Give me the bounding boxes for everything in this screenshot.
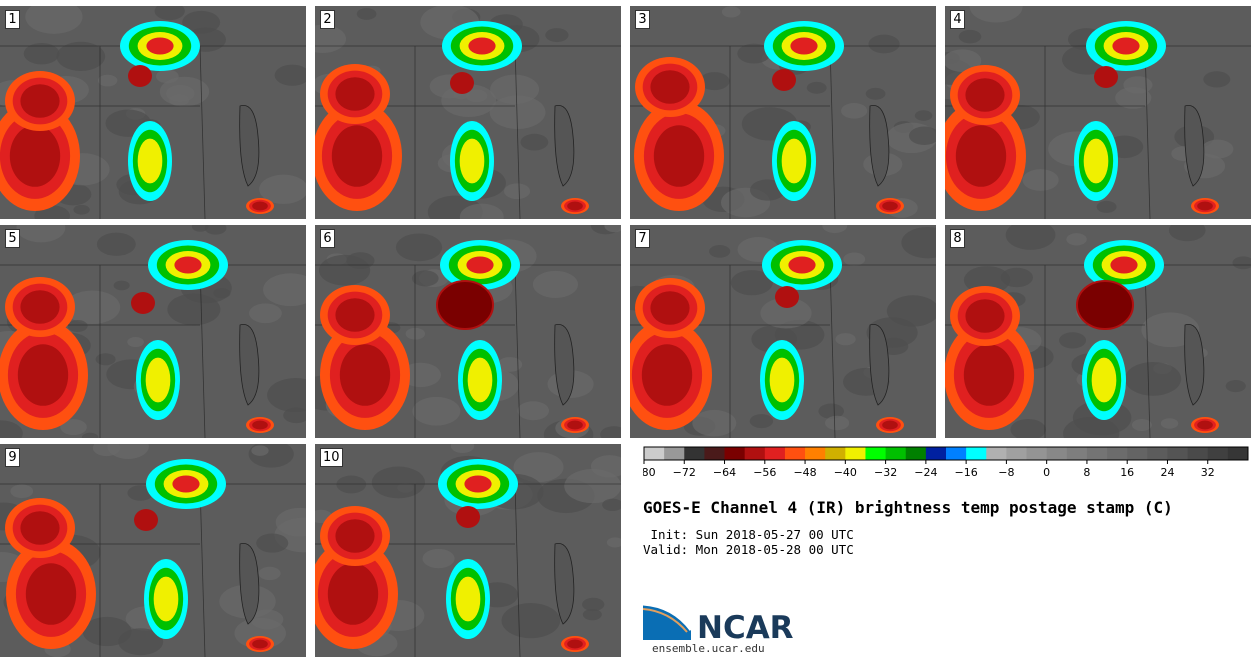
ir-map-image <box>945 225 1251 438</box>
figure-title: GOES-E Channel 4 (IR) brightness temp po… <box>643 498 1173 517</box>
colorbar-segment <box>885 447 907 460</box>
ir-map-image <box>630 225 936 438</box>
stamp-panel-7: 7 <box>630 225 936 438</box>
stamp-panel-10: 10 <box>315 444 621 657</box>
init-time: Init: Sun 2018-05-27 00 UTC <box>643 527 854 542</box>
panel-number: 8 <box>950 229 965 248</box>
colorbar-tick-label: −24 <box>914 466 937 479</box>
panel-number: 6 <box>320 229 335 248</box>
colorbar-tick-label: 24 <box>1160 466 1174 479</box>
colorbar-segment <box>966 447 987 460</box>
colorbar-segment <box>1107 447 1128 460</box>
colorbar-segment <box>925 447 947 460</box>
colorbar-segment <box>744 447 766 460</box>
colorbar-segment <box>1066 447 1088 460</box>
ir-map-image <box>315 444 621 657</box>
colorbar-segment <box>724 447 746 460</box>
stamp-panel-2: 2 <box>315 6 621 219</box>
panel-number: 4 <box>950 10 965 29</box>
site-url: ensemble.ucar.edu <box>652 642 765 655</box>
colorbar-segment <box>1167 447 1188 460</box>
panel-number: 2 <box>320 10 335 29</box>
ncar-logo-text: NCAR <box>697 610 794 646</box>
colorbar-segment <box>644 447 665 460</box>
colorbar-tick-label: 8 <box>1083 466 1090 479</box>
stamp-panel-3: 3 <box>630 6 936 219</box>
ir-map-image <box>0 444 306 657</box>
colorbar-tick-label: −80 <box>643 466 656 479</box>
ir-map-image <box>315 225 621 438</box>
valid-time: Valid: Mon 2018-05-28 00 UTC <box>643 542 854 557</box>
colorbar-segment <box>1127 447 1148 460</box>
colorbar-segment <box>1147 447 1168 460</box>
colorbar-tick-label: −8 <box>998 466 1014 479</box>
stamp-panel-6: 6 <box>315 225 621 438</box>
stamp-panel-9: 9 <box>0 444 306 657</box>
colorbar-segment <box>1086 447 1108 460</box>
colorbar-tick-label: 32 <box>1201 466 1215 479</box>
colorbar-tick-label: −56 <box>753 466 776 479</box>
colorbar-tick-label: 0 <box>1043 466 1050 479</box>
stamp-panel-1: 1 <box>0 6 306 219</box>
colorbar-tick-label: −16 <box>955 466 978 479</box>
colorbar-segment <box>684 447 705 460</box>
ir-map-image <box>945 6 1251 219</box>
colorbar-tick-label: −40 <box>834 466 857 479</box>
date-info: Init: Sun 2018-05-27 00 UTC Valid: Mon 2… <box>643 527 854 557</box>
ncar-logo-icon <box>643 602 693 640</box>
colorbar-tick-label: −64 <box>713 466 736 479</box>
stamp-panel-5: 5 <box>0 225 306 438</box>
colorbar-segment <box>784 447 806 460</box>
ir-map-image <box>0 225 306 438</box>
colorbar-segment <box>805 447 826 460</box>
colorbar-tick-label: −32 <box>874 466 897 479</box>
colorbar-segment <box>1207 447 1229 460</box>
colorbar-tick-label: −72 <box>673 466 696 479</box>
colorbar-segment <box>704 447 725 460</box>
stamp-panel-4: 4 <box>945 6 1251 219</box>
colorbar-segment <box>1187 447 1209 460</box>
colorbar-segment <box>986 447 1007 460</box>
ir-map-image <box>630 6 936 219</box>
panel-number: 9 <box>5 448 20 467</box>
colorbar-tick-label: 16 <box>1120 466 1134 479</box>
colorbar-tick-label: −48 <box>793 466 816 479</box>
colorbar-frame <box>643 446 1249 461</box>
panel-number: 1 <box>5 10 20 29</box>
colorbar-segment <box>1006 447 1027 460</box>
colorbar-segment <box>825 447 846 460</box>
colorbar-segment <box>845 447 866 460</box>
panel-number: 3 <box>635 10 650 29</box>
colorbar-segment <box>764 447 786 460</box>
colorbar-segment <box>865 447 886 460</box>
panel-number: 5 <box>5 229 20 248</box>
stamp-panel-8: 8 <box>945 225 1251 438</box>
colorbar-segment <box>905 447 927 460</box>
colorbar-segment <box>1227 447 1249 460</box>
colorbar-segment <box>1026 447 1048 460</box>
ir-map-image <box>315 6 621 219</box>
colorbar-segment <box>946 447 967 460</box>
colorbar-segment <box>664 447 685 460</box>
colorbar-segment <box>1046 447 1068 460</box>
panel-number: 7 <box>635 229 650 248</box>
panel-number: 10 <box>320 448 343 467</box>
ir-map-image <box>0 6 306 219</box>
